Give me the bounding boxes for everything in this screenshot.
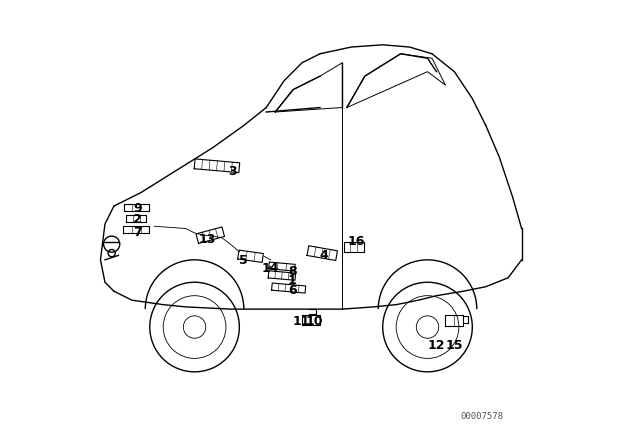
Text: 14: 14 bbox=[261, 262, 278, 276]
Text: 2: 2 bbox=[133, 213, 142, 226]
Text: 11: 11 bbox=[292, 315, 310, 328]
Text: 12: 12 bbox=[428, 339, 445, 353]
Text: 1: 1 bbox=[288, 274, 296, 287]
Text: 15: 15 bbox=[445, 339, 463, 353]
Text: 9: 9 bbox=[133, 202, 142, 215]
Text: 13: 13 bbox=[198, 233, 216, 246]
Text: 8: 8 bbox=[288, 265, 296, 279]
Text: 6: 6 bbox=[288, 284, 296, 297]
Text: 00007578: 00007578 bbox=[461, 412, 504, 421]
Text: 16: 16 bbox=[347, 235, 365, 249]
Text: 5: 5 bbox=[239, 254, 248, 267]
Text: 7: 7 bbox=[133, 225, 142, 239]
Text: 10: 10 bbox=[306, 315, 323, 328]
Text: 3: 3 bbox=[228, 164, 237, 178]
Text: 4: 4 bbox=[319, 249, 328, 262]
